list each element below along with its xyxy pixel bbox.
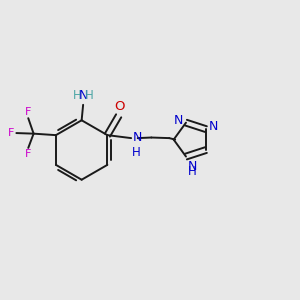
Text: H: H — [73, 89, 82, 102]
Text: N: N — [132, 131, 142, 144]
Text: N: N — [174, 114, 183, 127]
Text: H: H — [188, 165, 196, 178]
Text: N: N — [78, 89, 88, 102]
Text: O: O — [114, 100, 124, 113]
Text: F: F — [25, 107, 32, 117]
Text: F: F — [25, 149, 32, 159]
Text: N: N — [208, 120, 218, 133]
Text: N: N — [188, 160, 197, 172]
Text: H: H — [85, 89, 94, 102]
Text: F: F — [8, 128, 14, 138]
Text: H: H — [132, 146, 141, 159]
